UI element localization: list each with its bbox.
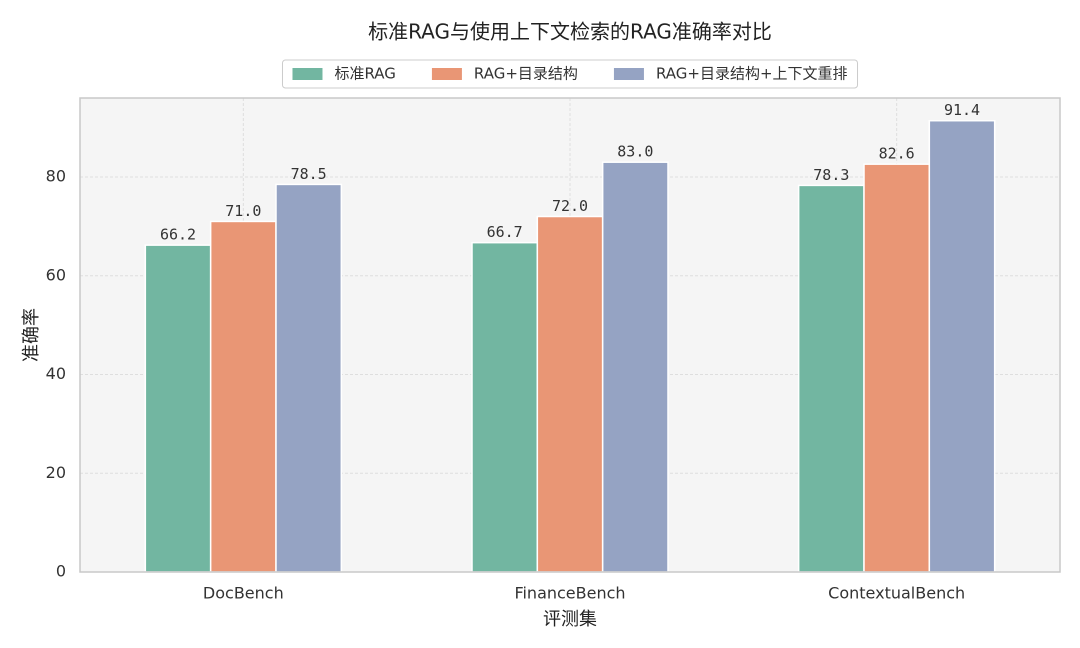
value-label: 78.5 bbox=[291, 165, 327, 183]
x-tick-label: ContextualBench bbox=[828, 584, 965, 603]
legend-swatch bbox=[292, 68, 323, 80]
bar bbox=[863, 163, 931, 573]
value-label: 71.0 bbox=[225, 202, 261, 220]
y-tick-label: 80 bbox=[46, 167, 66, 186]
y-tick-label: 20 bbox=[46, 463, 66, 482]
value-label: 82.6 bbox=[879, 145, 915, 163]
bar bbox=[797, 184, 865, 573]
plot-frame bbox=[79, 97, 1061, 573]
bar bbox=[928, 119, 996, 573]
legend-box bbox=[281, 59, 859, 89]
chart-title: 标准RAG与使用上下文检索的RAG准确率对比 bbox=[368, 20, 772, 44]
legend-label: 标准RAG bbox=[334, 65, 395, 83]
legend-swatch bbox=[613, 68, 644, 80]
bar bbox=[471, 241, 539, 573]
y-tick-label: 0 bbox=[56, 562, 66, 581]
value-label: 83.0 bbox=[617, 143, 653, 161]
x-tick-label: FinanceBench bbox=[514, 584, 625, 603]
y-tick-label: 60 bbox=[46, 265, 66, 284]
legend-swatch bbox=[431, 68, 462, 80]
x-axis-label: 评测集 bbox=[543, 609, 597, 630]
bar bbox=[209, 220, 277, 573]
bar bbox=[275, 183, 343, 573]
value-label: 66.7 bbox=[487, 223, 523, 241]
legend-label: RAG+目录结构+上下文重排 bbox=[656, 65, 848, 83]
legend: 标准RAG RAG+目录结构 RAG+目录结构+上下文重排 bbox=[281, 59, 859, 89]
legend-label: RAG+目录结构 bbox=[474, 65, 578, 83]
value-label: 78.3 bbox=[813, 166, 849, 184]
bar bbox=[601, 161, 669, 573]
y-tick-label: 40 bbox=[46, 364, 66, 383]
bar bbox=[536, 215, 604, 573]
y-axis-label: 准确率 bbox=[21, 308, 42, 362]
bar bbox=[144, 244, 212, 573]
x-tick-label: DocBench bbox=[203, 584, 284, 603]
value-label: 91.4 bbox=[944, 101, 980, 119]
bars bbox=[144, 119, 996, 573]
value-label: 66.2 bbox=[160, 226, 196, 244]
value-label: 72.0 bbox=[552, 197, 588, 215]
